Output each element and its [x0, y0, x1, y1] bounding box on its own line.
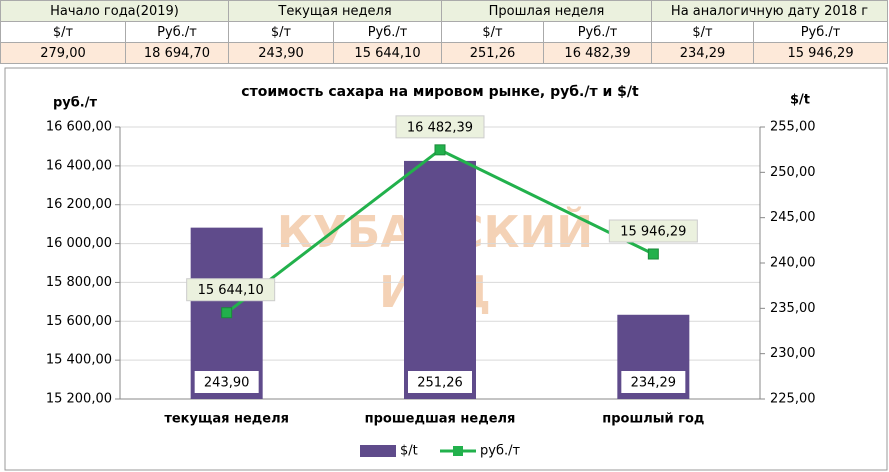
- legend-label: $/t: [400, 444, 418, 459]
- y-tick-label: 16 000,00: [46, 236, 112, 251]
- x-tick-label: текущая неделя: [164, 412, 289, 427]
- data-cell: 16 482,39: [543, 42, 653, 64]
- summary-table: Начало года(2019) Текущая неделя Прошлая н…: [0, 0, 889, 64]
- data-row: 279,00 18 694,70 243,90 15 644,10 251,26 16 4…: [0, 42, 889, 64]
- legend-swatch: [360, 445, 396, 457]
- legend-swatch: [453, 446, 463, 456]
- y2-tick-label: 230,00: [770, 346, 816, 361]
- y-axis-title: руб./т: [53, 96, 98, 111]
- y-tick-label: 16 200,00: [46, 197, 112, 212]
- x-tick-label: прошлый год: [602, 412, 704, 427]
- data-cell: 15 644,10: [332, 42, 443, 64]
- bar-label-box: [621, 371, 686, 393]
- header-cell: Прошлая неделя: [441, 0, 653, 22]
- line-marker: [221, 307, 233, 319]
- line-label-box: [608, 219, 698, 243]
- line-label-box: [395, 115, 485, 139]
- header-cell: Текущая неделя: [227, 0, 443, 22]
- bar-label: 243,90: [204, 376, 250, 391]
- data-cell: 234,29: [651, 42, 755, 64]
- line-marker: [647, 248, 659, 260]
- line-label-box: [186, 278, 276, 302]
- x-tick-label: прошедшая неделя: [365, 412, 516, 427]
- y2-tick-label: 240,00: [770, 256, 816, 271]
- data-cell: 18 694,70: [125, 42, 229, 64]
- header-cell: Начало года(2019): [0, 0, 229, 22]
- data-cell: 251,26: [441, 42, 545, 64]
- y2-tick-label: 245,00: [770, 210, 816, 225]
- bar: [404, 160, 476, 399]
- subheader-cell: $/т: [228, 21, 334, 43]
- y2-axis-title: $/t: [790, 93, 810, 108]
- line-label: 15 946,29: [620, 225, 686, 240]
- data-cell: 243,90: [228, 42, 334, 64]
- y2-tick-label: 235,00: [770, 301, 816, 316]
- y-tick-label: 16 400,00: [46, 158, 112, 173]
- y2-tick-label: 225,00: [770, 392, 816, 407]
- y-tick-label: 15 400,00: [46, 353, 112, 368]
- y-tick-label: 15 800,00: [46, 275, 112, 290]
- data-cell: 15 946,29: [753, 42, 889, 64]
- y2-tick-label: 250,00: [770, 165, 816, 180]
- line-marker: [434, 144, 446, 156]
- bar-label: 251,26: [417, 376, 463, 391]
- y2-tick-label: 255,00: [770, 120, 816, 135]
- data-cell: 279,00: [0, 42, 126, 64]
- bar-label: 234,29: [631, 376, 677, 391]
- y-tick-label: 16 600,00: [46, 120, 112, 135]
- bar-label-box: [408, 371, 472, 393]
- subheader-row: $/т Руб./т $/т Руб./т $/т Руб./т $/т Руб./т: [0, 21, 889, 43]
- y-tick-label: 15 200,00: [46, 392, 112, 407]
- line-label: 16 482,39: [407, 120, 473, 135]
- line-label: 15 644,10: [198, 283, 264, 298]
- bar-label-box: [194, 371, 259, 393]
- legend-label: руб./т: [480, 444, 520, 459]
- y-tick-label: 15 600,00: [46, 314, 112, 329]
- chart-title: стоимость сахара на мировом рынке, руб./…: [241, 84, 639, 100]
- header-row: Начало года(2019) Текущая неделя Прошлая н…: [0, 0, 889, 22]
